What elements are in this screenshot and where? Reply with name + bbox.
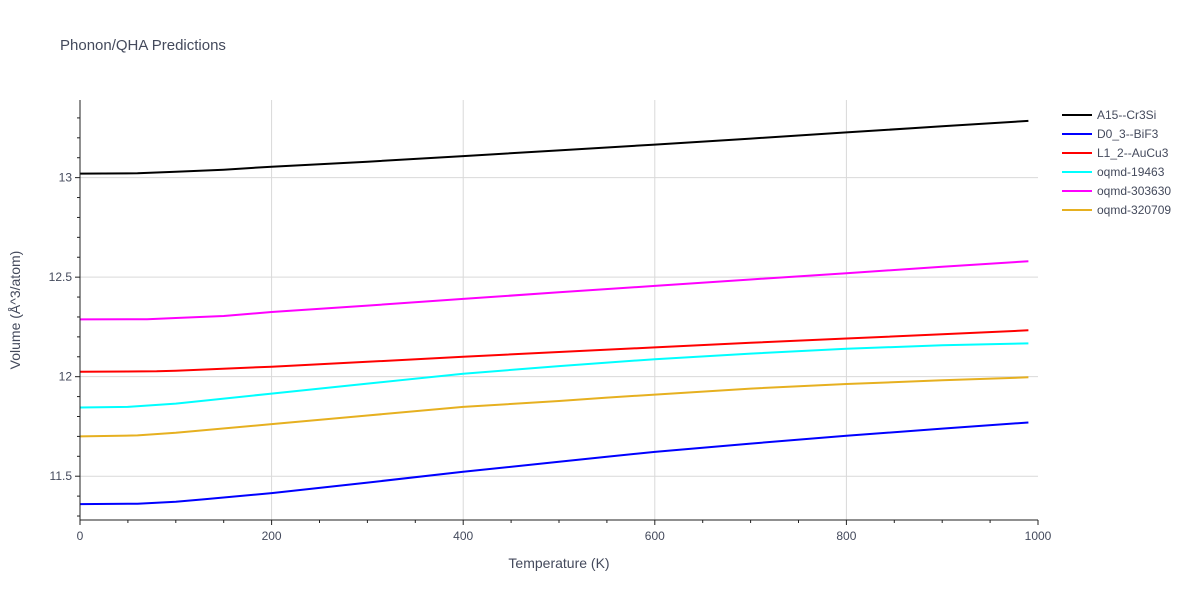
legend-label: oqmd-303630 xyxy=(1097,184,1171,198)
x-tick-label: 800 xyxy=(836,529,856,543)
legend-label: D0_3--BiF3 xyxy=(1097,127,1159,141)
series-lines xyxy=(79,119,1029,506)
y-tick-label: 13 xyxy=(59,171,73,185)
x-tick-label: 0 xyxy=(77,529,84,543)
series-line xyxy=(79,376,1029,438)
series-line xyxy=(79,260,1029,321)
x-tick-label: 400 xyxy=(453,529,473,543)
x-tick-label: 1000 xyxy=(1025,529,1052,543)
series-line xyxy=(79,342,1029,409)
legend: A15--Cr3Si D0_3--BiF3 L1_2--AuCu3 oqmd-1946… xyxy=(1062,108,1171,217)
y-axis-title: Volume (Å^3/atom) xyxy=(7,251,23,370)
legend-label: oqmd-320709 xyxy=(1097,203,1171,217)
legend-label: A15--Cr3Si xyxy=(1097,108,1156,122)
series-line xyxy=(79,421,1029,506)
x-tick-label: 600 xyxy=(645,529,665,543)
series-line xyxy=(79,329,1029,373)
x-axis-title: Temperature (K) xyxy=(508,555,609,571)
series-line xyxy=(79,119,1029,175)
y-tick-label: 12.5 xyxy=(49,270,73,284)
grid xyxy=(80,100,1038,520)
x-tick-label: 200 xyxy=(262,529,282,543)
axes: 0 200 400 600 800 1000 11.5 12 12.5 13 xyxy=(49,100,1052,543)
legend-label: L1_2--AuCu3 xyxy=(1097,146,1169,160)
legend-label: oqmd-19463 xyxy=(1097,165,1165,179)
chart-title: Phonon/QHA Predictions xyxy=(60,37,226,54)
y-tick-label: 12 xyxy=(59,370,73,384)
y-tick-label: 11.5 xyxy=(50,469,73,483)
